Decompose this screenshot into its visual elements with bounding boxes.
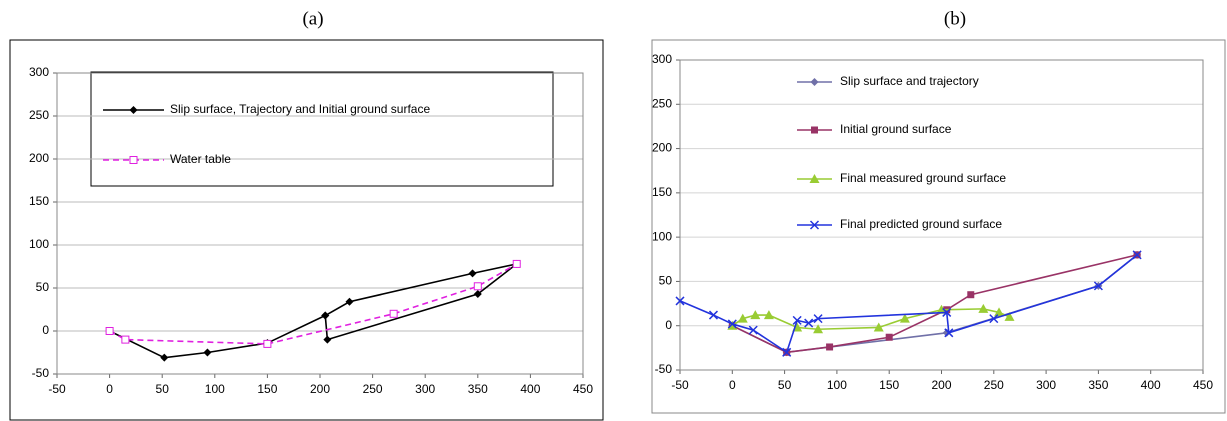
x-tick-label: 300 [415,382,435,396]
marker [1093,281,1103,291]
y-tick-label: 300 [652,52,672,66]
x-tick-label: -50 [48,382,66,396]
chart-title: (b) [944,8,966,29]
marker [989,314,999,324]
marker [782,347,792,357]
marker [899,313,910,323]
marker [748,325,758,335]
legend-label: Water table [170,152,231,166]
y-tick-label: 150 [652,185,672,199]
y-tick-label: 100 [29,237,49,251]
marker [121,335,130,344]
x-tick-label: 200 [310,382,330,396]
marker [809,220,820,230]
marker [944,328,954,338]
y-tick-label: -50 [655,362,673,376]
x-tick-label: 250 [984,378,1004,392]
marker [389,309,398,318]
legend-label: Final measured ground surface [840,171,1006,185]
marker [813,324,824,334]
marker [1004,311,1015,321]
x-tick-label: 300 [1036,378,1056,392]
marker [967,291,975,299]
marker [826,343,834,351]
marker [873,322,884,332]
x-tick-label: 100 [827,378,847,392]
marker [321,311,330,320]
marker [885,333,893,341]
legend-label: Initial ground surface [840,122,952,136]
marker [727,319,737,329]
x-tick-label: 400 [1141,378,1161,392]
marker [804,318,814,328]
x-tick-label: -50 [671,378,689,392]
marker [473,282,482,291]
plot-area [56,72,584,375]
y-tick-label: 50 [659,274,673,288]
marker [813,314,823,324]
y-tick-label: -50 [32,366,50,380]
marker [708,310,719,320]
legend-label: Final predicted ground surface [840,217,1002,231]
marker [468,269,477,278]
x-tick-label: 50 [778,378,792,392]
marker [1132,250,1142,260]
marker [737,313,748,323]
y-tick-label: 50 [36,280,50,294]
legend-label: Slip surface and trajectory [840,74,979,88]
marker [811,126,818,134]
marker [263,339,272,348]
marker [994,307,1005,317]
y-tick-label: 250 [29,108,49,122]
marker [323,335,332,344]
marker [942,307,952,317]
marker [473,290,482,299]
x-tick-label: 150 [879,378,899,392]
chart-frame [651,39,1226,414]
marker [105,327,114,335]
marker [750,310,761,320]
legend-label: Slip surface, Trajectory and Initial gro… [170,102,430,116]
y-tick-label: 150 [29,194,49,208]
marker [160,353,169,362]
plot-area [679,59,1204,371]
marker [345,297,354,306]
x-tick-label: 0 [729,378,736,392]
marker [792,315,802,325]
x-tick-label: 100 [205,382,225,396]
y-tick-label: 0 [42,323,49,337]
marker [978,303,989,313]
x-tick-label: 200 [931,378,951,392]
marker [810,78,819,86]
marker [763,310,774,320]
x-tick-label: 450 [1193,378,1213,392]
x-tick-label: 150 [257,382,277,396]
marker [129,156,138,164]
x-tick-label: 350 [468,382,488,396]
marker [936,304,947,314]
marker [809,174,820,183]
legend-box [90,71,554,187]
marker [203,348,212,357]
marker [512,259,521,268]
y-tick-label: 0 [665,318,672,332]
y-tick-label: 250 [652,96,672,110]
marker [129,106,138,114]
x-tick-label: 250 [363,382,383,396]
x-tick-label: 400 [520,382,540,396]
y-tick-label: 300 [29,65,49,79]
x-tick-label: 0 [106,382,113,396]
marker [675,296,685,306]
y-tick-label: 200 [652,141,672,155]
x-tick-label: 50 [156,382,170,396]
chart-title: (a) [302,8,323,29]
x-tick-label: 450 [573,382,593,396]
y-tick-label: 200 [29,151,49,165]
x-tick-label: 350 [1088,378,1108,392]
y-tick-label: 100 [652,229,672,243]
